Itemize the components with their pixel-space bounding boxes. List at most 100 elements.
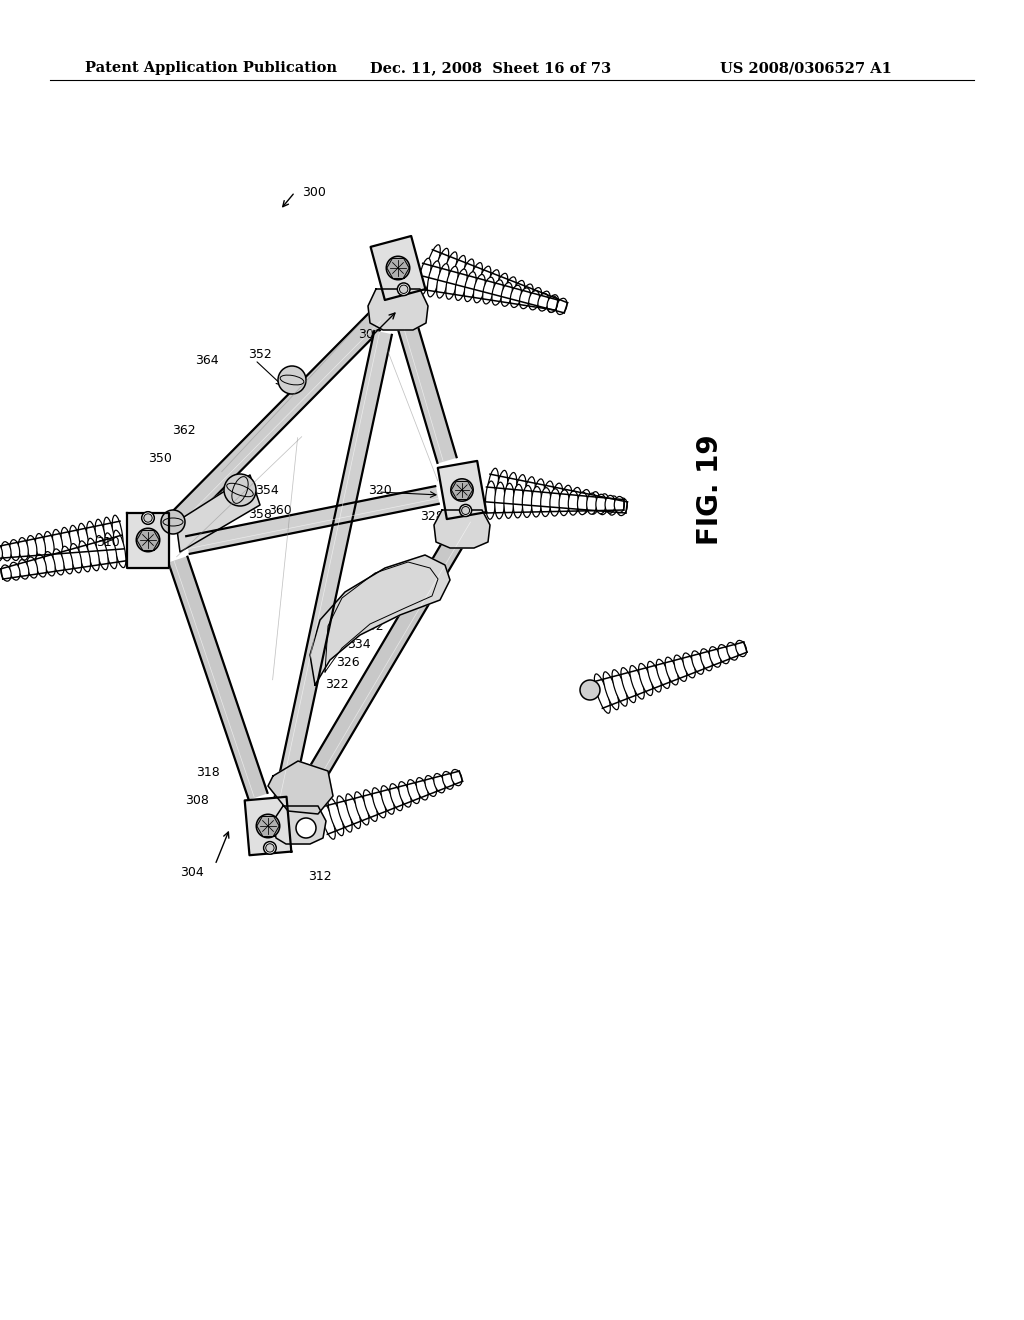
Ellipse shape xyxy=(79,541,90,572)
Ellipse shape xyxy=(594,675,610,713)
Polygon shape xyxy=(398,325,457,463)
Ellipse shape xyxy=(96,536,109,570)
Ellipse shape xyxy=(552,483,563,512)
Ellipse shape xyxy=(52,529,62,558)
Ellipse shape xyxy=(78,523,89,557)
Ellipse shape xyxy=(104,533,117,569)
Ellipse shape xyxy=(496,470,508,510)
Circle shape xyxy=(296,818,316,838)
Ellipse shape xyxy=(464,272,476,301)
Circle shape xyxy=(141,512,155,524)
Ellipse shape xyxy=(513,484,523,517)
Circle shape xyxy=(161,510,185,535)
Ellipse shape xyxy=(44,552,55,576)
Ellipse shape xyxy=(1,565,11,581)
Ellipse shape xyxy=(587,494,597,515)
Ellipse shape xyxy=(485,480,496,519)
Circle shape xyxy=(460,504,472,516)
Ellipse shape xyxy=(512,280,524,305)
Ellipse shape xyxy=(451,256,466,290)
Ellipse shape xyxy=(18,560,29,579)
Text: 318: 318 xyxy=(196,767,220,780)
Ellipse shape xyxy=(495,273,508,300)
Ellipse shape xyxy=(614,496,625,513)
Text: 360: 360 xyxy=(268,503,292,516)
Ellipse shape xyxy=(504,277,516,302)
Ellipse shape xyxy=(548,294,558,313)
Ellipse shape xyxy=(434,774,445,793)
Ellipse shape xyxy=(578,492,588,515)
Ellipse shape xyxy=(515,475,526,511)
Circle shape xyxy=(386,256,410,280)
Polygon shape xyxy=(274,331,392,803)
Ellipse shape xyxy=(568,491,579,515)
Ellipse shape xyxy=(87,539,99,570)
Ellipse shape xyxy=(319,800,335,840)
Ellipse shape xyxy=(337,796,352,832)
Ellipse shape xyxy=(27,536,37,560)
Ellipse shape xyxy=(486,469,499,510)
Ellipse shape xyxy=(398,781,412,807)
Text: 364: 364 xyxy=(195,354,219,367)
Ellipse shape xyxy=(36,554,46,577)
Ellipse shape xyxy=(452,770,462,785)
Ellipse shape xyxy=(735,640,746,656)
Text: 350: 350 xyxy=(148,451,172,465)
Ellipse shape xyxy=(27,557,38,578)
Ellipse shape xyxy=(390,784,402,810)
Circle shape xyxy=(256,814,280,838)
Ellipse shape xyxy=(538,293,549,312)
Ellipse shape xyxy=(718,644,729,664)
Text: 316: 316 xyxy=(278,521,302,535)
Text: 300: 300 xyxy=(302,186,326,198)
Ellipse shape xyxy=(589,491,600,515)
Text: 334: 334 xyxy=(347,638,371,651)
Ellipse shape xyxy=(504,483,514,519)
Ellipse shape xyxy=(373,788,386,818)
Circle shape xyxy=(580,680,600,700)
Circle shape xyxy=(462,507,470,515)
Ellipse shape xyxy=(433,248,449,286)
Ellipse shape xyxy=(61,528,72,558)
Text: 330: 330 xyxy=(374,606,397,619)
Ellipse shape xyxy=(424,244,440,284)
Ellipse shape xyxy=(103,517,115,556)
Text: 324: 324 xyxy=(402,494,426,507)
Ellipse shape xyxy=(510,285,521,308)
Text: 310: 310 xyxy=(96,536,120,549)
Polygon shape xyxy=(127,512,169,568)
Ellipse shape xyxy=(727,643,738,660)
Ellipse shape xyxy=(647,661,662,692)
Ellipse shape xyxy=(524,477,536,511)
Circle shape xyxy=(278,366,306,393)
Ellipse shape xyxy=(53,549,65,576)
Ellipse shape xyxy=(61,546,73,574)
Text: 322: 322 xyxy=(325,677,348,690)
Ellipse shape xyxy=(329,797,344,836)
Ellipse shape xyxy=(482,277,495,304)
Text: US 2008/0306527 A1: US 2008/0306527 A1 xyxy=(720,61,892,75)
Ellipse shape xyxy=(477,267,490,296)
Ellipse shape xyxy=(528,290,540,310)
Text: 306: 306 xyxy=(358,329,382,342)
Ellipse shape xyxy=(522,486,532,517)
Ellipse shape xyxy=(418,259,431,296)
Polygon shape xyxy=(273,807,326,843)
Ellipse shape xyxy=(612,669,628,706)
Ellipse shape xyxy=(541,487,551,516)
Ellipse shape xyxy=(580,490,591,513)
Ellipse shape xyxy=(9,562,20,579)
Polygon shape xyxy=(368,289,428,330)
Ellipse shape xyxy=(666,657,678,685)
Ellipse shape xyxy=(416,777,428,800)
Ellipse shape xyxy=(36,533,45,560)
Ellipse shape xyxy=(547,296,558,313)
Text: 356: 356 xyxy=(278,375,301,388)
Ellipse shape xyxy=(607,496,618,515)
Text: 352: 352 xyxy=(248,348,271,362)
Circle shape xyxy=(399,285,408,293)
Ellipse shape xyxy=(455,269,467,301)
Ellipse shape xyxy=(346,793,360,829)
Ellipse shape xyxy=(364,789,378,821)
Polygon shape xyxy=(310,554,450,685)
